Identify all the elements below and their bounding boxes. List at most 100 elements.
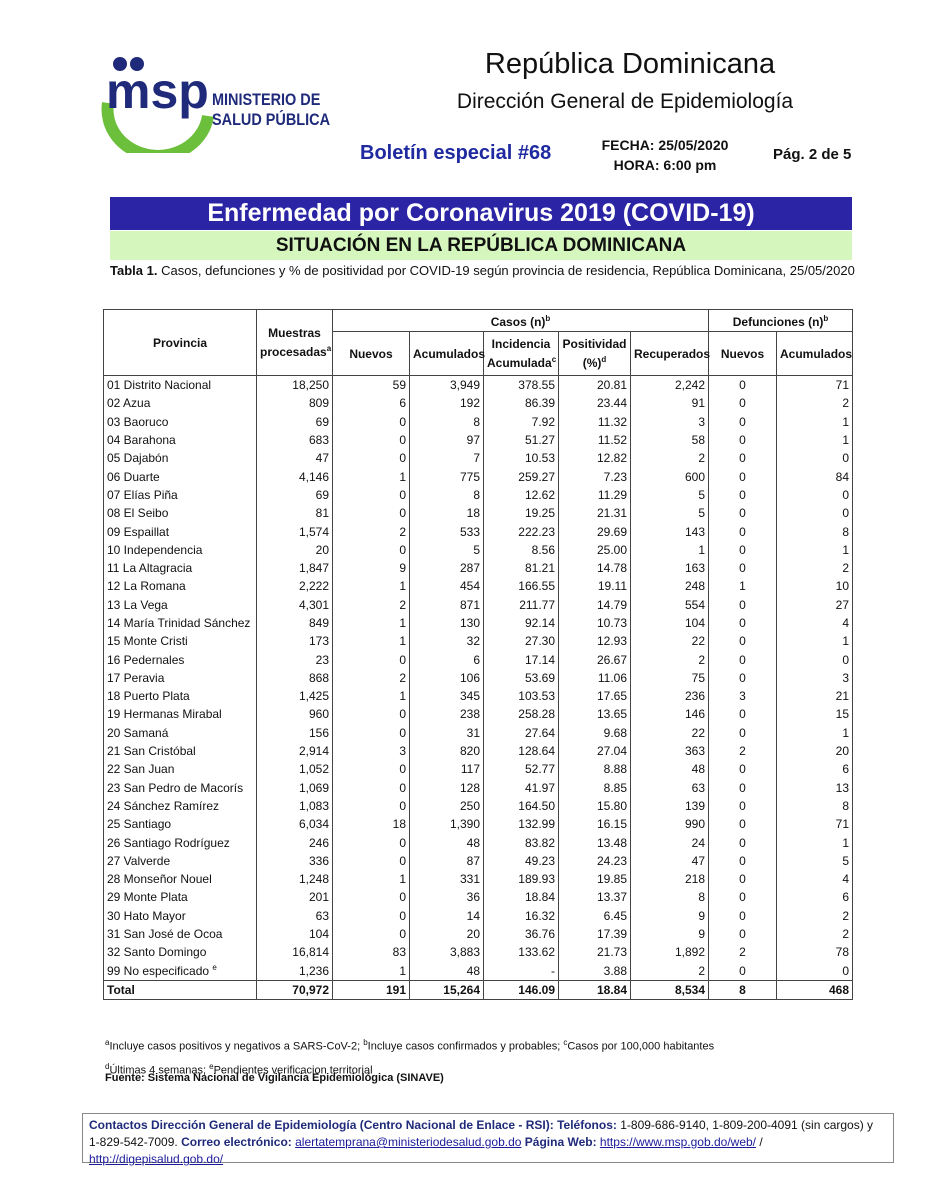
table-cell: 1,248 (256, 870, 333, 889)
table-body: 01 Distrito Nacional 18,250 59 3,949 378.55 2… (103, 375, 854, 1001)
caption-text: Casos, defunciones y % de positividad po… (161, 263, 855, 278)
table-cell: 1 (776, 833, 854, 852)
table-cell: 849 (256, 613, 333, 633)
table-cell: 345 (409, 687, 484, 706)
table-cell: 52.77 (483, 760, 559, 779)
table-cell: 5 (629, 504, 710, 523)
table-cell: 47 (256, 449, 333, 468)
column-header: Muestras procesadasa (256, 309, 333, 376)
table-cell: 2 (776, 924, 854, 944)
table-cell: 130 (409, 613, 484, 633)
column-header: Casos (n)b (331, 309, 710, 332)
footnote-mark: c (563, 1038, 568, 1047)
table-cell: 9 (332, 558, 410, 578)
source: Fuente: Sistema Nacional de Vigilancia E… (105, 1072, 444, 1084)
table-cell: 84 (776, 467, 854, 486)
table-row: 04 Barahona 683 0 97 51.27 11.52 58 0 1 (103, 430, 854, 450)
table-cell: 2,222 (256, 577, 333, 596)
web-link[interactable]: http://digepisalud.gob.do/ (89, 1152, 224, 1166)
table-cell: 26 Santiago Rodríguez (103, 833, 257, 852)
table-cell: 14.79 (558, 595, 631, 614)
table-cell: 146.09 (483, 979, 559, 1001)
table-cell: 8 (629, 888, 710, 907)
table-cell: 2,242 (629, 375, 710, 395)
table-cell: 0 (332, 851, 410, 871)
table-cell: 3 (332, 741, 410, 761)
table-cell: 139 (629, 796, 710, 816)
table-cell: 164.50 (483, 796, 559, 816)
table-cell: 13.48 (558, 833, 631, 852)
table-cell: 27 (776, 595, 854, 614)
contact-box: Contactos Dirección General de Epidemiol… (82, 1113, 894, 1166)
table-cell: 1 (332, 687, 410, 706)
table-cell: 104 (629, 613, 710, 633)
table-cell: 24.23 (558, 851, 631, 871)
table-cell: 10.73 (558, 613, 631, 633)
table-cell: 1 (776, 540, 854, 559)
date-block: FECHA: 25/05/2020 HORA: 6:00 pm (590, 135, 740, 175)
email-link[interactable]: alertatemprana@ministeriodesalud.gob.do (295, 1135, 522, 1149)
table-cell: 15.80 (558, 796, 631, 816)
table-cell: 7.92 (483, 412, 559, 431)
table-cell: 258.28 (483, 705, 559, 724)
table-cell: 454 (409, 577, 484, 596)
table-row: 25 Santiago 6,034 18 1,390 132.99 16.15 990 0 71 (103, 815, 854, 834)
header-superscript: c (551, 355, 557, 364)
table-cell: 1 (332, 632, 410, 651)
table-cell: 19.25 (483, 504, 559, 523)
column-header: Provincia (103, 309, 257, 376)
table-cell: 26.67 (558, 650, 631, 669)
table-cell: 31 (409, 723, 484, 742)
table-cell: 103.53 (483, 687, 559, 706)
table-cell: 0 (332, 504, 410, 523)
table-cell: 1 (332, 870, 410, 889)
table-cell: 15 Monte Cristi (103, 632, 257, 651)
table-cell: 02 Azua (103, 394, 257, 413)
table-cell: 0 (708, 961, 778, 981)
table-cell: 4,146 (256, 467, 333, 486)
table-cell: 49.23 (483, 851, 559, 871)
column-header: Nuevos (708, 331, 778, 376)
table-cell: 19.85 (558, 870, 631, 889)
table-cell: 259.27 (483, 467, 559, 486)
table-cell: 21 (776, 687, 854, 706)
header-superscript: d (601, 355, 607, 364)
table-cell: 71 (776, 375, 854, 395)
footnote-line: aIncluye casos positivos y negativos a S… (105, 1033, 714, 1057)
table-cell: 0 (708, 430, 778, 450)
table-cell: 1,847 (256, 558, 333, 578)
table-cell: 1 (708, 577, 778, 596)
table-row: 21 San Cristóbal 2,914 3 820 128.64 27.04 363 2… (103, 741, 854, 761)
table-cell: 0 (708, 449, 778, 468)
table: Provincia Muestras procesadasa Casos (n)b D… (103, 309, 854, 1001)
table-cell: 17.65 (558, 687, 631, 706)
table-cell: 21 San Cristóbal (103, 741, 257, 761)
table-cell: 87 (409, 851, 484, 871)
table-cell: 468 (776, 979, 854, 1001)
table-cell: 08 El Seibo (103, 504, 257, 523)
table-cell: 10 Independencia (103, 540, 257, 559)
table-cell: 86.39 (483, 394, 559, 413)
table-cell: 18,250 (256, 375, 333, 395)
table-cell: 248 (629, 577, 710, 596)
table-cell: 0 (708, 906, 778, 925)
table-cell: 0 (332, 449, 410, 468)
table-cell: 3,949 (409, 375, 484, 395)
header-text: Nuevos (349, 346, 393, 361)
table-row: 10 Independencia 20 0 5 8.56 25.00 1 0 1 (103, 540, 854, 559)
table-cell: 3 (708, 687, 778, 706)
table-cell: 11.32 (558, 412, 631, 431)
table-cell: 0 (708, 595, 778, 614)
table-cell: 12.62 (483, 485, 559, 505)
table-cell: 20 (776, 741, 854, 761)
table-cell: 3,883 (409, 943, 484, 962)
footnote-text: Incluye casos positivos y negativos a SA… (109, 1040, 361, 1053)
header-text: Nuevos (720, 346, 765, 361)
table-cell: 1,083 (256, 796, 333, 816)
web-link[interactable]: https://www.msp.gob.do/web/ (599, 1135, 756, 1149)
footnote-line: dÚltimas 4 semanas; ePendientes verifica… (105, 1057, 714, 1081)
table-cell: 331 (409, 870, 484, 889)
column-header: Acumulados (409, 331, 485, 376)
table-cell: 8.88 (558, 760, 631, 779)
table-cell: 0 (332, 833, 410, 852)
